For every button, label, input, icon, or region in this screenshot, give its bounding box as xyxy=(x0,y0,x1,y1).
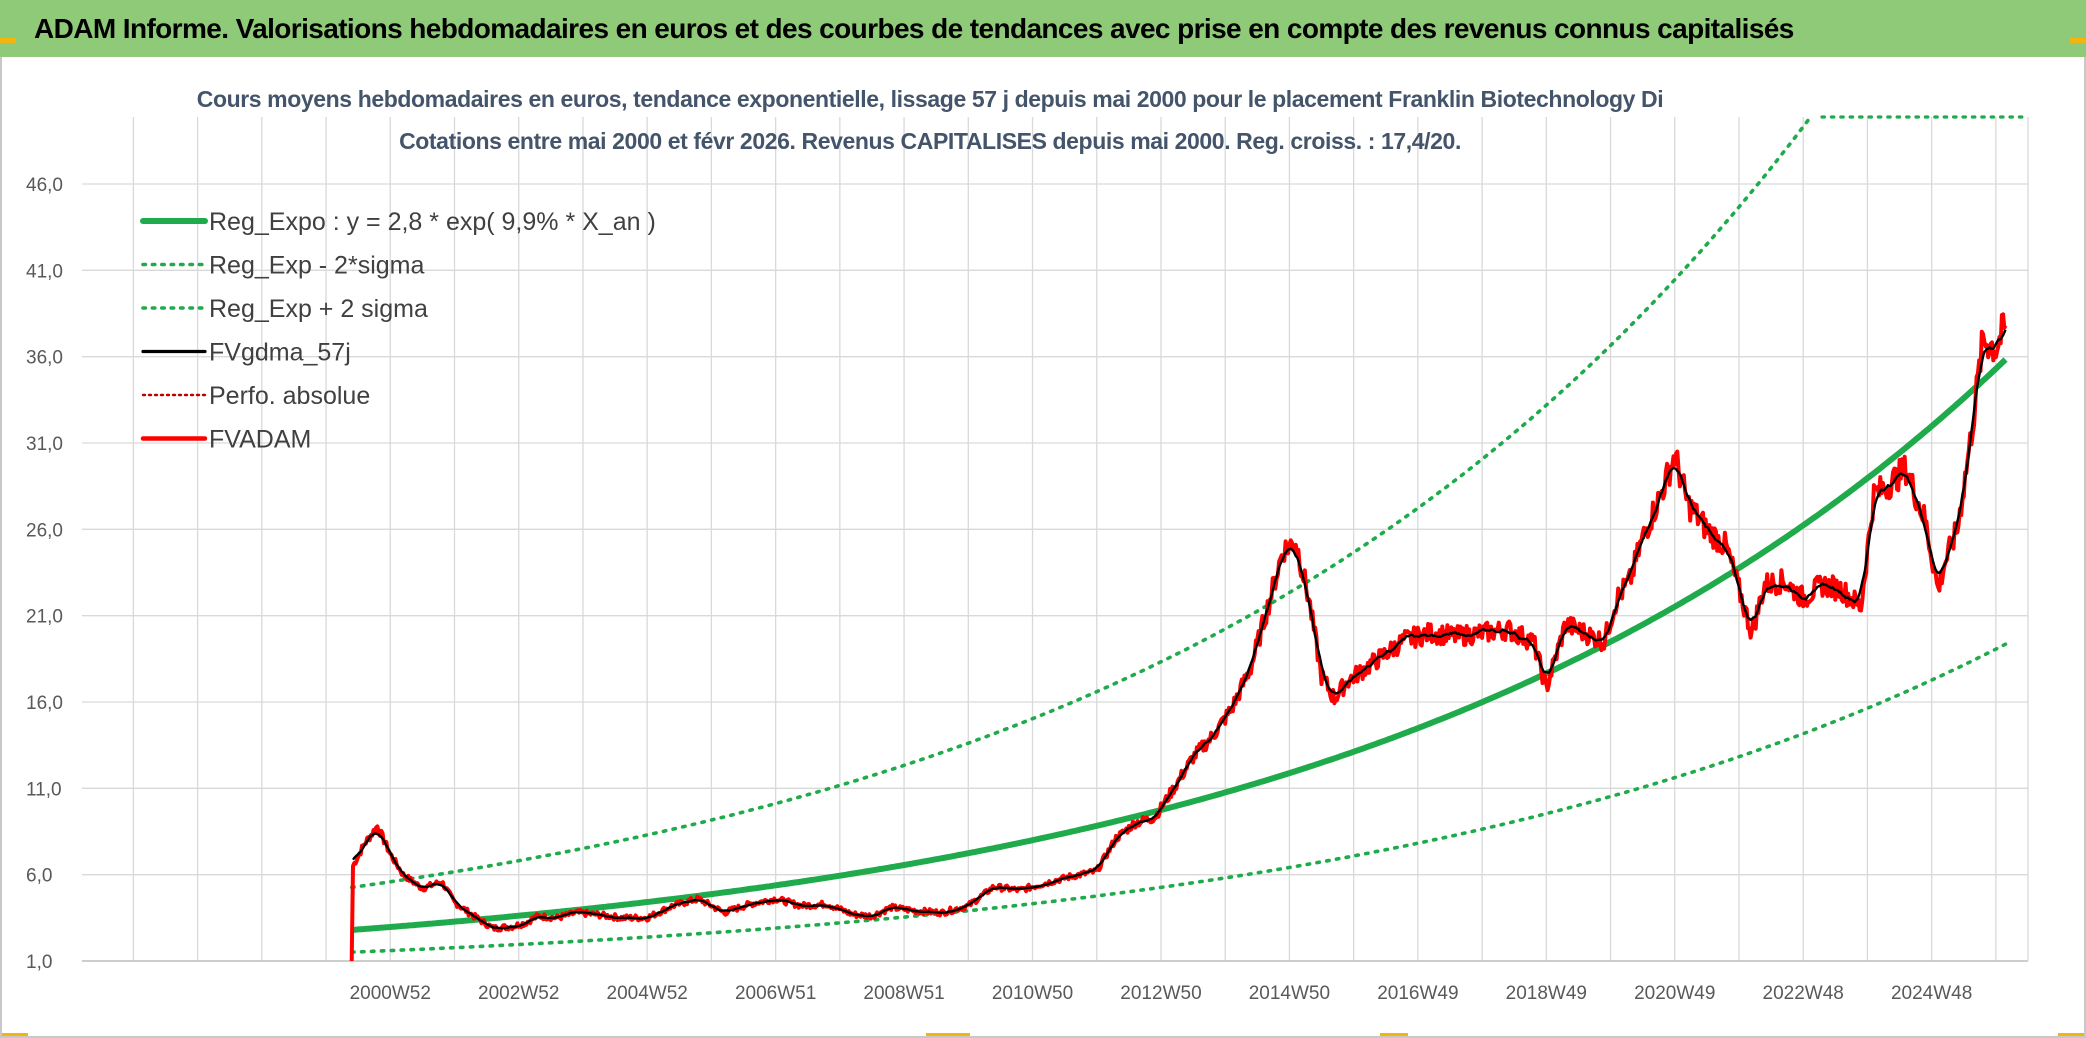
x-tick-label: 2016W49 xyxy=(1377,983,1458,1004)
x-tick-label: 2020W49 xyxy=(1634,983,1715,1004)
y-tick-label: 11,0 xyxy=(26,779,62,800)
legend-label: FVgdma_57j xyxy=(209,339,351,367)
x-tick-label: 2004W52 xyxy=(607,983,688,1004)
fvgdma-57j-line xyxy=(352,329,2007,930)
corner-marker-bottom-left xyxy=(0,1033,28,1038)
chart-title: Cours moyens hebdomadaires en euros, ten… xyxy=(196,86,1664,112)
report-banner: ADAM Informe. Valorisations hebdomadaire… xyxy=(0,0,2086,57)
y-tick-label: 1,0 xyxy=(26,952,52,973)
corner-marker-top-left xyxy=(0,38,16,43)
y-tick-label: 26,0 xyxy=(26,520,63,541)
corner-marker-bottom-right xyxy=(2058,1033,2086,1038)
fvadam-line xyxy=(349,312,2008,962)
y-tick-label: 41,0 xyxy=(26,261,63,282)
legend-label: Reg_Exp + 2 sigma xyxy=(209,295,428,323)
x-tick-label: 2018W49 xyxy=(1506,983,1587,1004)
legend-label: Reg_Exp - 2*sigma xyxy=(209,252,424,280)
x-tick-label: 2022W48 xyxy=(1763,983,1844,1004)
corner-marker-top-right xyxy=(2070,38,2086,43)
legend-label: Reg_Expo : y = 2,8 * exp( 9,9% * X_an ) xyxy=(209,208,656,236)
y-axis-ticks: 1,0 6,0 11,0 16,0 21,0 26,0 31,0 36,0 41,0 46,0 xyxy=(26,175,63,973)
x-tick-label: 2008W51 xyxy=(863,983,944,1004)
x-tick-label: 2002W52 xyxy=(478,983,559,1004)
chart-grid xyxy=(82,117,2029,962)
report-title: ADAM Informe. Valorisations hebdomadaire… xyxy=(34,12,1794,44)
y-tick-label: 31,0 xyxy=(26,434,63,455)
chart-series xyxy=(349,116,2008,962)
reg-minus-2-sigma-line xyxy=(349,642,2008,954)
chart-legend: Reg_Expo : y = 2,8 * exp( 9,9% * X_an ) R… xyxy=(140,208,656,454)
corner-marker-bottom-mid-2 xyxy=(1380,1033,1408,1038)
chart-frame xyxy=(0,57,2086,1038)
x-tick-label: 2012W50 xyxy=(1120,983,1201,1004)
y-tick-label: 6,0 xyxy=(26,866,52,887)
x-tick-label: 2010W50 xyxy=(992,983,1073,1004)
chart-subtitle: Cotations entre mai 2000 et févr 2026. R… xyxy=(399,128,1461,154)
legend-label: FVADAM xyxy=(209,426,311,454)
x-tick-label: 2000W52 xyxy=(350,983,431,1004)
x-tick-label: 2024W48 xyxy=(1891,983,1972,1004)
reg-expo-line xyxy=(351,357,2008,933)
corner-marker-bottom-mid-1 xyxy=(926,1033,970,1038)
x-axis-ticks: 2000W52 2002W52 2004W52 2006W51 2008W51 2010W… xyxy=(350,983,1973,1004)
x-tick-label: 2006W51 xyxy=(735,983,816,1004)
legend-label: Perfo. absolue xyxy=(209,382,370,410)
y-tick-label: 21,0 xyxy=(26,607,63,628)
x-tick-label: 2014W50 xyxy=(1249,983,1330,1004)
y-tick-label: 46,0 xyxy=(26,175,63,196)
y-tick-label: 16,0 xyxy=(26,693,63,714)
y-tick-label: 36,0 xyxy=(26,348,63,369)
reg-plus-2-sigma-line xyxy=(349,116,1812,890)
